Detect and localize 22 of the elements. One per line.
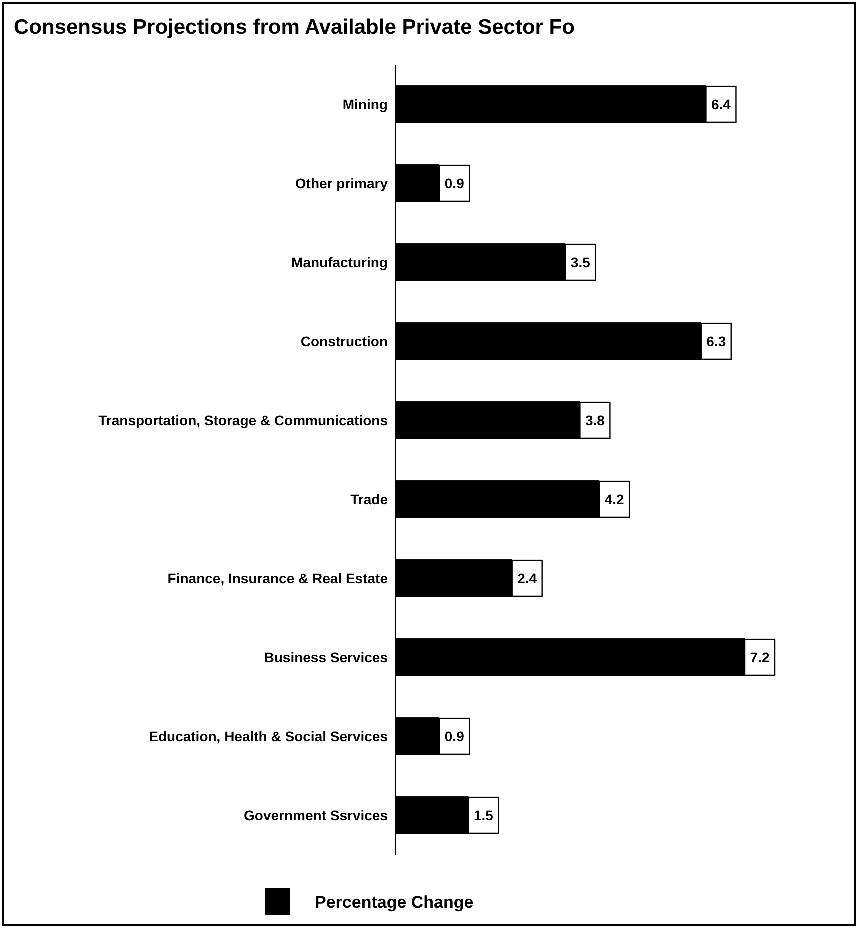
y-tick-label: Education, Health & Social Services [149, 728, 388, 744]
y-tick-label: Finance, Insurance & Real Estate [168, 570, 388, 586]
y-tick-label: Mining [342, 96, 388, 112]
y-tick-label: Trade [350, 491, 388, 508]
data-label: 7.2 [750, 649, 770, 666]
y-tick-label: Other primary [295, 175, 388, 192]
data-label: 0.9 [444, 175, 465, 192]
y-tick-label: Construction [300, 333, 388, 350]
y-tick-label: Transportation, Storage & Communications [98, 412, 388, 428]
data-label: 3.8 [585, 412, 606, 428]
data-label: 4.2 [604, 491, 625, 508]
y-tick-label: Business Services [264, 649, 388, 666]
data-label: 1.5 [474, 807, 494, 824]
data-label: 6.3 [706, 333, 726, 350]
data-label: 0.9 [444, 728, 465, 744]
data-label: 2.4 [518, 570, 538, 586]
data-label: 6.4 [711, 96, 732, 112]
legend-label: Percentage Change [315, 892, 474, 912]
y-tick-label: Government Ssrvices [244, 807, 388, 824]
y-tick-label: Manufacturing [292, 254, 388, 270]
chart-title: Consensus Projections from Available Private Sector Fo [14, 16, 575, 39]
data-label: 3.5 [570, 254, 591, 270]
